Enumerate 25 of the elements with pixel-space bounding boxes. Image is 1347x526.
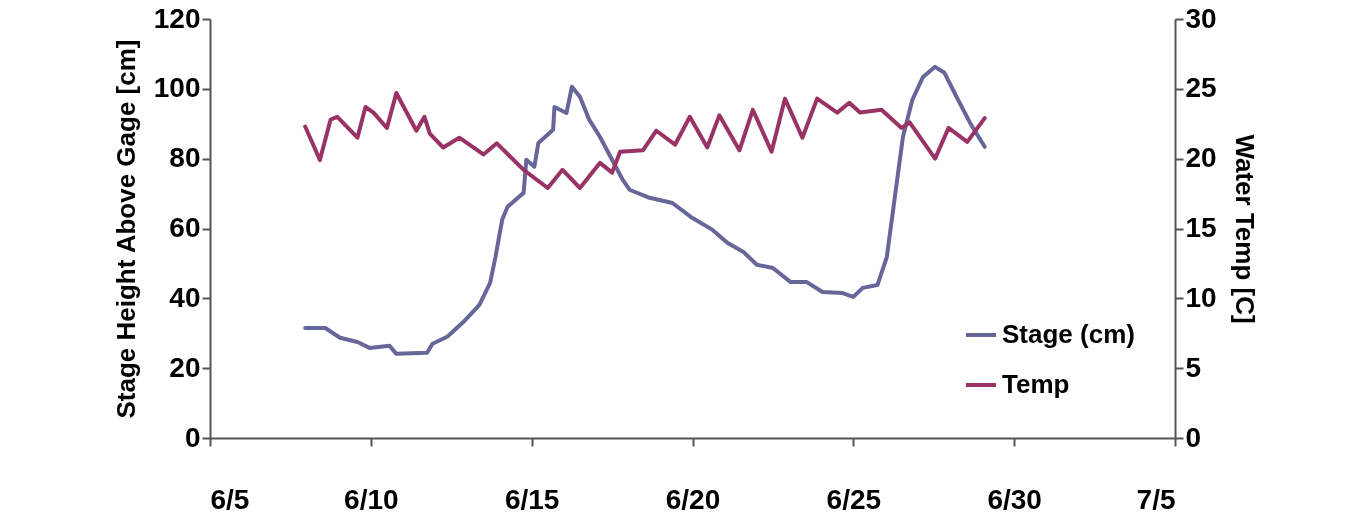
legend-label: Stage (cm) (1002, 319, 1135, 349)
y-tick-label: 40 (169, 281, 201, 313)
x-tick-label: 7/5 (1136, 483, 1176, 515)
y2-tick-label: 20 (1185, 142, 1217, 174)
x-tick-label: 6/5 (210, 483, 250, 515)
y2-axis-title: Water Temp [C] (1229, 134, 1260, 324)
legend-label: Temp (1002, 369, 1070, 399)
y-tick-label: 60 (169, 212, 201, 243)
y2-tick-label: 15 (1185, 212, 1217, 243)
x-tick-label: 6/20 (665, 483, 721, 515)
y2-tick-label: 30 (1185, 2, 1217, 34)
y-tick-label: 20 (169, 351, 201, 383)
y-tick-label: 80 (169, 142, 201, 174)
y-axis-title: Stage Height Above Gage [cm] (110, 39, 141, 419)
y-tick-label: 100 (153, 72, 201, 104)
y2-tick-label: 5 (1185, 351, 1202, 383)
x-tick-label: 6/15 (504, 483, 560, 515)
x-tick-label: 6/30 (987, 483, 1042, 515)
y-tick-label: 0 (184, 421, 201, 453)
y2-tick-label: 25 (1185, 72, 1217, 104)
y-tick-label: 120 (153, 2, 201, 34)
x-tick-label: 6/25 (826, 483, 882, 515)
x-tick-label: 6/10 (344, 483, 399, 515)
y2-tick-label: 0 (1185, 421, 1202, 453)
y2-tick-label: 10 (1185, 281, 1217, 313)
